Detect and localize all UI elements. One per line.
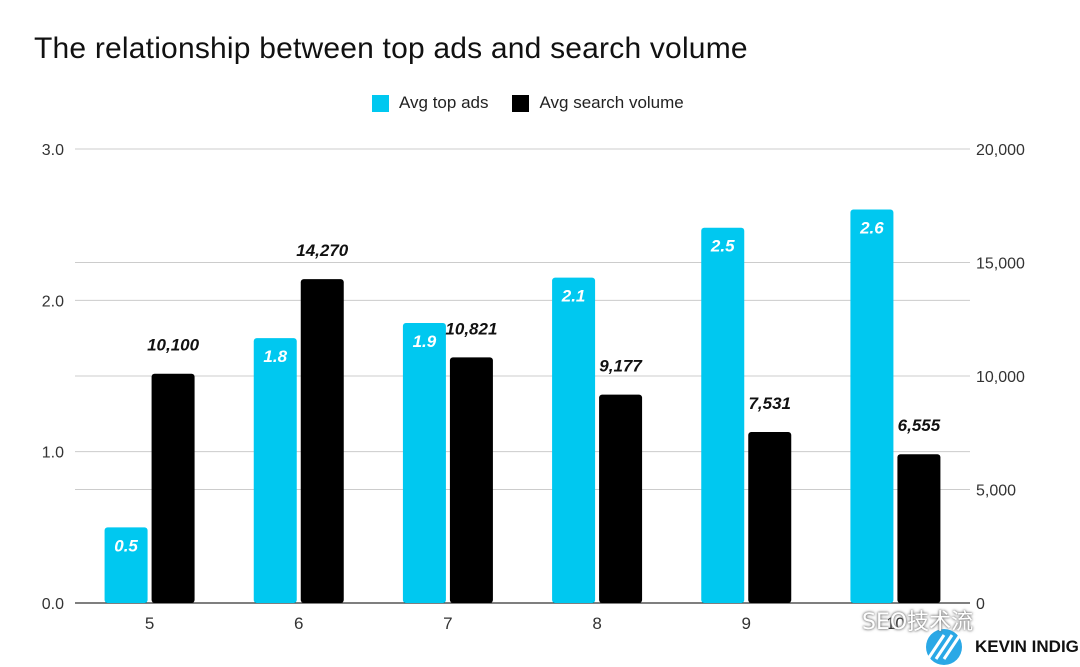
x-axis-tick-label: 5 bbox=[145, 614, 154, 633]
right-axis-tick-label: 20,000 bbox=[976, 142, 1025, 159]
data-label-avg-search-volume: 6,555 bbox=[898, 416, 941, 435]
brand-logo-icon bbox=[926, 629, 962, 665]
bar-avg-top-ads bbox=[104, 527, 148, 603]
data-label-avg-top-ads: 1.9 bbox=[413, 332, 437, 351]
right-axis-tick-label: 15,000 bbox=[976, 256, 1025, 273]
left-axis-tick-label: 1.0 bbox=[42, 445, 64, 462]
bar-avg-search-volume bbox=[151, 373, 195, 603]
bar-avg-top-ads bbox=[402, 323, 446, 603]
chart-title: The relationship between top ads and sea… bbox=[34, 32, 748, 65]
x-axis-tick-label: 9 bbox=[742, 614, 751, 633]
data-label-avg-top-ads: 2.1 bbox=[561, 287, 586, 306]
brand-logo-stripe bbox=[942, 634, 962, 660]
data-label-avg-search-volume: 14,270 bbox=[296, 241, 349, 260]
legend-swatch-avg-search-volume bbox=[512, 94, 530, 112]
x-axis-tick-label: 10 bbox=[886, 614, 905, 633]
legend-label-avg-top-ads: Avg top ads bbox=[399, 93, 489, 112]
bar-avg-top-ads bbox=[850, 209, 894, 604]
x-axis-tick-label: 7 bbox=[443, 614, 452, 633]
data-label-avg-search-volume: 10,821 bbox=[445, 319, 497, 338]
data-label-avg-top-ads: 2.6 bbox=[859, 219, 884, 238]
watermark-text: SEO技术流 bbox=[862, 610, 974, 635]
right-axis-tick-label: 10,000 bbox=[976, 369, 1025, 386]
brand-logo-stripe bbox=[934, 634, 954, 660]
bar-avg-search-volume bbox=[599, 394, 643, 603]
bar-avg-search-volume bbox=[300, 279, 344, 603]
brand-logo-stripe bbox=[926, 634, 946, 660]
bar-avg-top-ads bbox=[701, 227, 745, 603]
left-axis-tick-label: 2.0 bbox=[42, 293, 64, 310]
left-axis-tick-label: 3.0 bbox=[42, 142, 64, 159]
bar-avg-search-volume bbox=[449, 357, 493, 603]
bar-avg-top-ads bbox=[552, 277, 596, 603]
data-label-avg-search-volume: 7,531 bbox=[748, 394, 791, 413]
bar-avg-top-ads bbox=[253, 338, 297, 603]
legend-label-avg-search-volume: Avg search volume bbox=[539, 93, 684, 112]
legend-swatch-avg-top-ads bbox=[372, 94, 389, 112]
right-axis-tick-label: 5,000 bbox=[976, 483, 1016, 500]
data-label-avg-search-volume: 10,100 bbox=[147, 336, 200, 355]
bar-avg-search-volume bbox=[748, 432, 792, 603]
right-axis-tick-label: 0 bbox=[976, 596, 985, 613]
x-axis-tick-label: 6 bbox=[294, 614, 303, 633]
data-label-avg-top-ads: 0.5 bbox=[114, 536, 138, 555]
data-label-avg-top-ads: 1.8 bbox=[263, 347, 287, 366]
left-axis-tick-label: 0.0 bbox=[42, 596, 64, 613]
legend-item-avg-top-ads: Avg top ads bbox=[372, 93, 488, 113]
x-axis-tick-label: 8 bbox=[592, 614, 601, 633]
legend: Avg top ads Avg search volume bbox=[372, 93, 708, 113]
legend-item-avg-search-volume: Avg search volume bbox=[512, 93, 684, 113]
bar-avg-search-volume bbox=[897, 454, 941, 603]
data-label-avg-top-ads: 2.5 bbox=[710, 237, 735, 256]
brand-logo-text: KEVIN INDIG bbox=[975, 637, 1079, 656]
data-label-avg-search-volume: 9,177 bbox=[599, 357, 643, 376]
